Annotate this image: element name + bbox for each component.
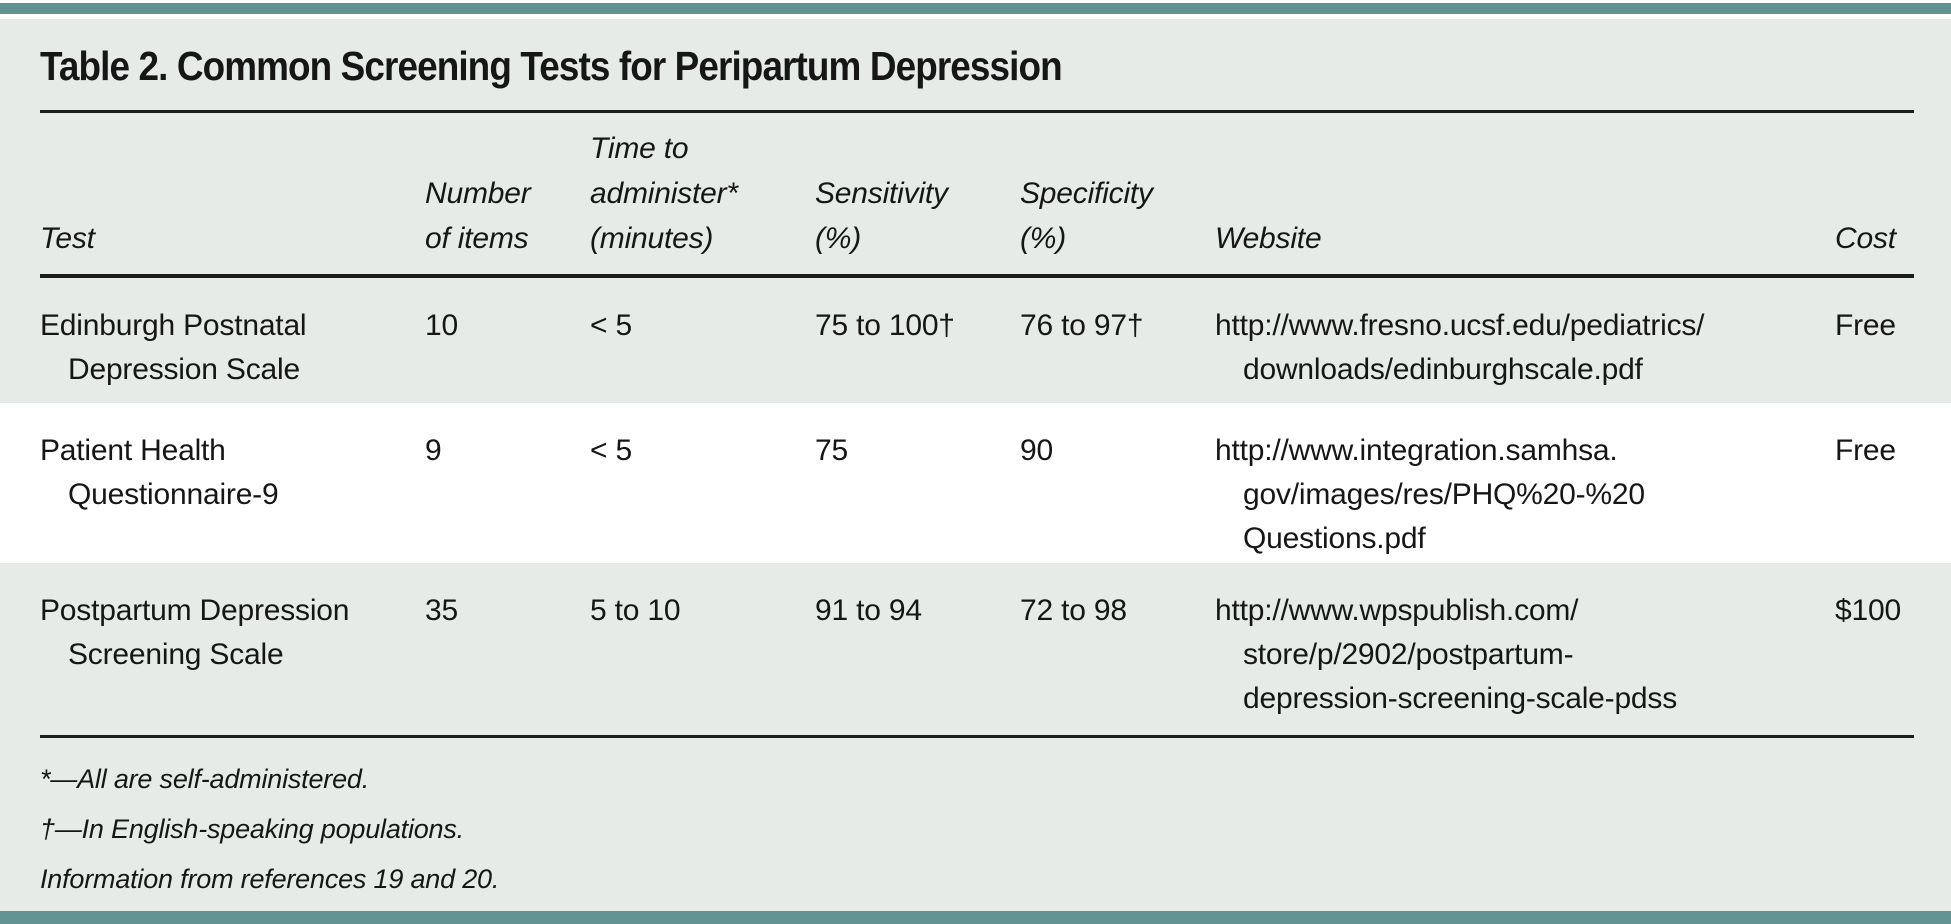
header-cell-time-to-administer: Time to administer* (minutes) bbox=[590, 132, 738, 255]
cost-cell: Free bbox=[1835, 309, 1896, 342]
footnote-english-speaking: †—In English-speaking populations. bbox=[40, 814, 464, 844]
specificity-cell: 90 bbox=[1020, 434, 1053, 467]
header-cell-cost: Cost bbox=[1835, 222, 1896, 255]
time-to-administer-cell: < 5 bbox=[590, 309, 632, 342]
header-rule bbox=[40, 274, 1914, 278]
sensitivity-cell: 75 bbox=[815, 434, 848, 467]
table-row: Postpartum Depression Screening Scale 35… bbox=[0, 563, 1951, 735]
header-cell-sensitivity: Sensitivity (%) bbox=[815, 177, 948, 255]
test-name-cell: Postpartum Depression Screening Scale bbox=[40, 594, 350, 671]
table-header-row: Test Number of items Time to administer*… bbox=[0, 113, 1951, 274]
table-bottom-rule bbox=[40, 735, 1914, 738]
header-cell-website: Website bbox=[1215, 222, 1322, 255]
cost-cell: $100 bbox=[1835, 594, 1901, 627]
cost-cell: Free bbox=[1835, 434, 1896, 467]
sensitivity-cell: 91 to 94 bbox=[815, 594, 922, 627]
time-to-administer-cell: < 5 bbox=[590, 434, 632, 467]
specificity-cell: 72 to 98 bbox=[1020, 594, 1127, 627]
source-note: Information from references 19 and 20. bbox=[40, 864, 500, 894]
table-panel: Table 2. Common Screening Tests for Peri… bbox=[0, 19, 1951, 911]
specificity-cell: 76 to 97† bbox=[1020, 309, 1144, 342]
number-of-items-cell: 10 bbox=[425, 309, 458, 342]
top-divider-bar bbox=[0, 3, 1951, 14]
website-url-cell: http://www.wpspublish.com/ store/p/2902/… bbox=[1215, 594, 1678, 715]
test-name-cell: Edinburgh Postnatal Depression Scale bbox=[40, 309, 307, 386]
table-title: Table 2. Common Screening Tests for Peri… bbox=[40, 43, 1063, 89]
header-cell-test: Test bbox=[40, 222, 95, 255]
sensitivity-cell: 75 to 100† bbox=[815, 309, 955, 342]
website-url-cell: http://www.integration.samhsa. gov/image… bbox=[1215, 434, 1645, 555]
header-cell-specificity: Specificity (%) bbox=[1020, 177, 1153, 255]
table-row: Edinburgh Postnatal Depression Scale 10 … bbox=[0, 278, 1951, 403]
footnotes-block: *—All are self-administered. †—In Englis… bbox=[40, 738, 1951, 894]
table-row: Patient Health Questionnaire-9 9 < 5 75 … bbox=[0, 403, 1951, 563]
time-to-administer-cell: 5 to 10 bbox=[590, 594, 681, 627]
number-of-items-cell: 35 bbox=[425, 594, 458, 627]
test-name-cell: Patient Health Questionnaire-9 bbox=[40, 434, 279, 511]
website-url-cell: http://www.fresno.ucsf.edu/pediatrics/ d… bbox=[1215, 309, 1705, 386]
header-cell-number-of-items: Number of items bbox=[425, 177, 531, 255]
bottom-divider-bar bbox=[0, 911, 1951, 924]
title-rule bbox=[40, 110, 1914, 113]
footnote-self-administered: *—All are self-administered. bbox=[40, 764, 370, 794]
number-of-items-cell: 9 bbox=[425, 434, 442, 467]
